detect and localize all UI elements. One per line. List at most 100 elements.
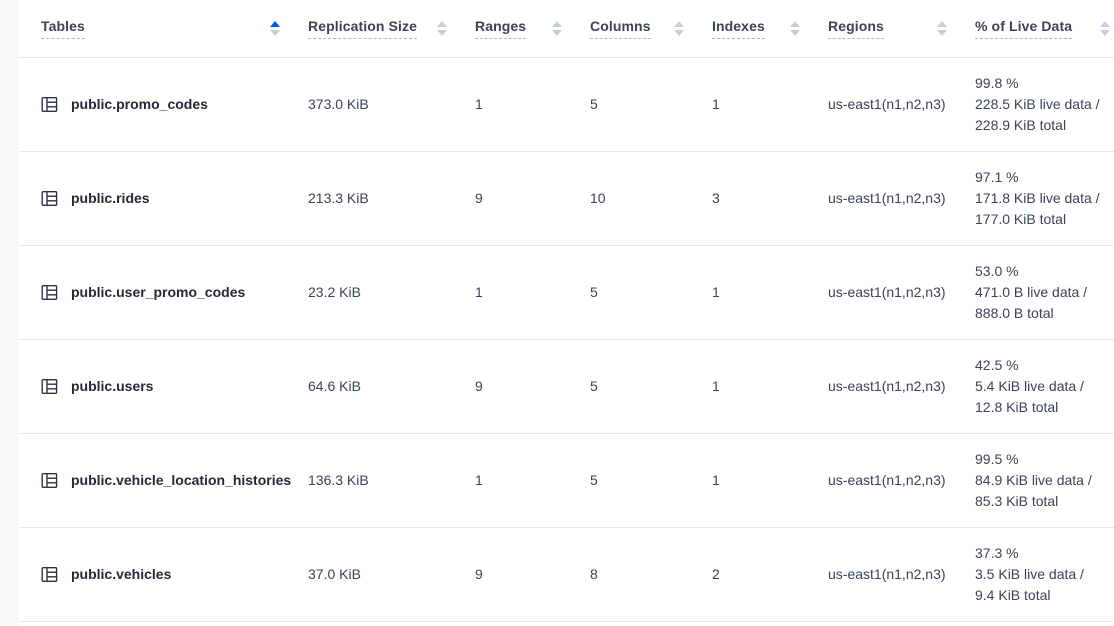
cell-regions: us-east1(n1,n2,n3)	[828, 57, 975, 152]
cell-ranges: 9	[475, 527, 590, 622]
cell-ranges: 1	[475, 433, 590, 528]
column-header-label: Replication Size	[308, 18, 417, 39]
cell-regions: us-east1(n1,n2,n3)	[828, 527, 975, 622]
table-name-link[interactable]: public.promo_codes	[71, 96, 208, 112]
live-data-amount: 228.5 KiB live data /	[975, 95, 1100, 112]
cell-regions: us-east1(n1,n2,n3)	[828, 339, 975, 434]
table-icon	[41, 378, 58, 395]
sort-carets-icon[interactable]	[552, 20, 562, 36]
cell-indexes: 1	[712, 433, 828, 528]
column-header-label: Ranges	[475, 18, 527, 39]
table-body: public.promo_codes 373.0 KiB 1 5 1 us-ea…	[19, 57, 1114, 622]
column-header-label: Indexes	[712, 18, 765, 39]
cell-table-name: public.vehicle_location_histories	[19, 433, 308, 528]
cell-columns: 10	[590, 151, 712, 246]
column-header-indexes[interactable]: Indexes	[712, 0, 828, 58]
header-row: Tables Replication Size Ranges	[19, 0, 1114, 58]
cell-regions: us-east1(n1,n2,n3)	[828, 245, 975, 340]
live-data-amount: 471.0 B live data /	[975, 283, 1088, 300]
cell-indexes: 3	[712, 151, 828, 246]
cell-live-data: 37.3 % 3.5 KiB live data / 9.4 KiB total	[975, 527, 1114, 622]
tables-list: Tables Replication Size Ranges	[19, 0, 1114, 622]
cell-columns: 5	[590, 245, 712, 340]
column-header-label: % of Live Data	[975, 18, 1073, 39]
live-data-percent: 53.0 %	[975, 262, 1019, 279]
cell-table-name: public.user_promo_codes	[19, 245, 308, 340]
cell-replication-size: 23.2 KiB	[308, 245, 475, 340]
live-data-amount: 3.5 KiB live data /	[975, 565, 1084, 582]
live-data-total: 9.4 KiB total	[975, 586, 1051, 603]
cell-indexes: 2	[712, 527, 828, 622]
cell-columns: 5	[590, 433, 712, 528]
live-data-amount: 5.4 KiB live data /	[975, 377, 1084, 394]
cell-replication-size: 37.0 KiB	[308, 527, 475, 622]
table-name-link[interactable]: public.vehicle_location_histories	[71, 472, 292, 488]
sort-carets-icon[interactable]	[1100, 20, 1110, 36]
cell-ranges: 9	[475, 151, 590, 246]
table-row[interactable]: public.promo_codes 373.0 KiB 1 5 1 us-ea…	[19, 57, 1114, 152]
cell-live-data: 97.1 % 171.8 KiB live data / 177.0 KiB t…	[975, 151, 1114, 246]
cell-columns: 8	[590, 527, 712, 622]
cell-regions: us-east1(n1,n2,n3)	[828, 151, 975, 246]
column-header-replication-size[interactable]: Replication Size	[308, 0, 475, 58]
live-data-total: 888.0 B total	[975, 304, 1054, 321]
live-data-percent: 97.1 %	[975, 168, 1019, 185]
table-icon	[41, 96, 58, 113]
live-data-total: 177.0 KiB total	[975, 210, 1067, 227]
cell-live-data: 42.5 % 5.4 KiB live data / 12.8 KiB tota…	[975, 339, 1114, 434]
live-data-percent: 99.8 %	[975, 74, 1019, 91]
column-header-columns[interactable]: Columns	[590, 0, 712, 58]
live-data-total: 85.3 KiB total	[975, 492, 1059, 509]
sort-carets-icon[interactable]	[270, 20, 280, 36]
cell-ranges: 1	[475, 245, 590, 340]
cell-replication-size: 136.3 KiB	[308, 433, 475, 528]
page-gutter	[0, 0, 18, 626]
live-data-percent: 99.5 %	[975, 450, 1019, 467]
live-data-amount: 171.8 KiB live data /	[975, 189, 1100, 206]
table-icon	[41, 190, 58, 207]
cell-columns: 5	[590, 339, 712, 434]
table-row[interactable]: public.vehicle_location_histories 136.3 …	[19, 433, 1114, 528]
cell-ranges: 9	[475, 339, 590, 434]
table-row[interactable]: public.user_promo_codes 23.2 KiB 1 5 1 u…	[19, 245, 1114, 340]
table-name-link[interactable]: public.user_promo_codes	[71, 284, 246, 300]
live-data-total: 12.8 KiB total	[975, 398, 1059, 415]
cell-table-name: public.vehicles	[19, 527, 308, 622]
cell-indexes: 1	[712, 57, 828, 152]
live-data-percent: 37.3 %	[975, 544, 1019, 561]
sort-carets-icon[interactable]	[437, 20, 447, 36]
sort-carets-icon[interactable]	[790, 20, 800, 36]
cell-ranges: 1	[475, 57, 590, 152]
table-row[interactable]: public.rides 213.3 KiB 9 10 3 us-east1(n…	[19, 151, 1114, 246]
cell-replication-size: 213.3 KiB	[308, 151, 475, 246]
table-icon	[41, 566, 58, 583]
table-icon	[41, 284, 58, 301]
cell-indexes: 1	[712, 245, 828, 340]
table-name-link[interactable]: public.users	[71, 378, 154, 394]
cell-indexes: 1	[712, 339, 828, 434]
cell-table-name: public.promo_codes	[19, 57, 308, 152]
live-data-amount: 84.9 KiB live data /	[975, 471, 1092, 488]
table-name-link[interactable]: public.rides	[71, 190, 150, 206]
column-header-label: Regions	[828, 18, 884, 39]
live-data-total: 228.9 KiB total	[975, 116, 1067, 133]
sort-carets-icon[interactable]	[674, 20, 684, 36]
sort-carets-icon[interactable]	[937, 20, 947, 36]
cell-replication-size: 64.6 KiB	[308, 339, 475, 434]
tables-table: Tables Replication Size Ranges	[19, 0, 1114, 622]
column-header-label: Columns	[590, 18, 651, 39]
cell-live-data: 99.8 % 228.5 KiB live data / 228.9 KiB t…	[975, 57, 1114, 152]
cell-replication-size: 373.0 KiB	[308, 57, 475, 152]
cell-live-data: 53.0 % 471.0 B live data / 888.0 B total	[975, 245, 1114, 340]
table-icon	[41, 472, 58, 489]
column-header-ranges[interactable]: Ranges	[475, 0, 590, 58]
table-row[interactable]: public.users 64.6 KiB 9 5 1 us-east1(n1,…	[19, 339, 1114, 434]
column-header-live-data[interactable]: % of Live Data	[975, 0, 1114, 58]
table-name-link[interactable]: public.vehicles	[71, 566, 172, 582]
live-data-percent: 42.5 %	[975, 356, 1019, 373]
table-row[interactable]: public.vehicles 37.0 KiB 9 8 2 us-east1(…	[19, 527, 1114, 622]
column-header-tables[interactable]: Tables	[19, 0, 308, 58]
cell-table-name: public.users	[19, 339, 308, 434]
column-header-regions[interactable]: Regions	[828, 0, 975, 58]
cell-regions: us-east1(n1,n2,n3)	[828, 433, 975, 528]
